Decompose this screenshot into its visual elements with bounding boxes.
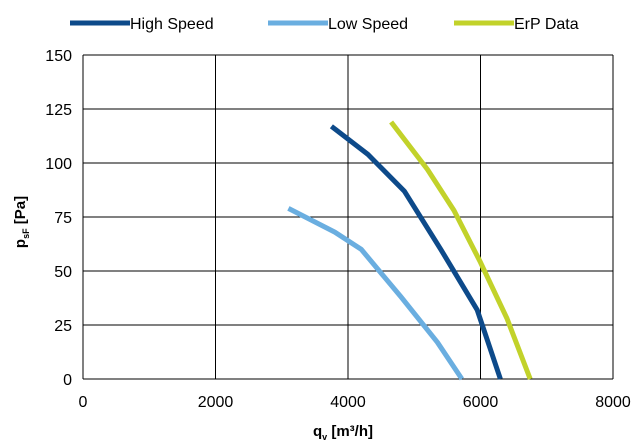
y-tick-label: 25 [54,318,72,335]
series-line [389,120,533,380]
y-axis-title-main: p [12,239,29,248]
legend: High Speed Low Speed ErP Data [70,16,579,33]
legend-label: Low Speed [328,16,408,33]
x-axis-title-main: q [313,423,322,440]
y-tick-label: 100 [45,156,72,173]
x-tick-label: 8000 [595,394,631,411]
x-tick-label: 4000 [330,394,366,411]
x-tick-label: 2000 [198,394,234,411]
legend-label: High Speed [130,16,214,33]
x-axis-title: qv [m³/h] [313,423,373,442]
y-tick-label: 75 [54,210,72,227]
y-tick-label: 0 [63,372,72,389]
y-axis-title: psF [Pa] [12,196,31,248]
x-tick-label: 6000 [463,394,499,411]
x-axis-title-rest: [m³/h] [327,423,373,440]
series-line [329,124,503,380]
y-tick-label: 150 [45,48,72,65]
x-axis-title-sub: v [322,432,327,442]
grid [82,54,614,380]
series-group [287,120,533,381]
legend-label: ErP Data [514,16,579,33]
y-axis-title-sub: sF [21,228,31,239]
y-tick-label: 50 [54,264,72,281]
x-tick-labels: 0 2000 4000 6000 8000 [79,394,631,411]
x-tick-label: 0 [79,394,88,411]
series-line [287,206,464,381]
y-tick-label: 125 [45,102,72,119]
y-axis-title-rest: [Pa] [12,196,29,229]
y-tick-labels: 0 25 50 75 100 125 150 [45,48,72,389]
